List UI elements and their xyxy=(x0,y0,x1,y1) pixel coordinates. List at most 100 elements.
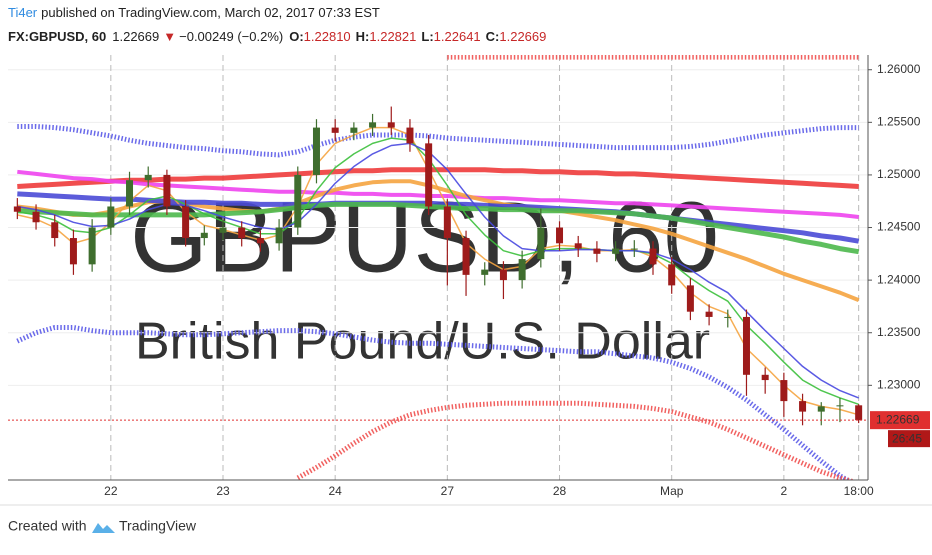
published: published on TradingView.com, March 02, … xyxy=(41,5,380,20)
candle-body xyxy=(705,311,713,317)
candle-body xyxy=(163,174,171,207)
y-tick-label: 1.25000 xyxy=(877,167,921,181)
candle-body xyxy=(369,122,377,128)
indicator-line xyxy=(17,191,860,244)
candle-body xyxy=(612,248,620,254)
candle-body xyxy=(724,316,732,318)
candle-body xyxy=(88,227,96,265)
candle-body xyxy=(238,227,246,239)
footer-logo[interactable] xyxy=(92,523,115,533)
axes: 1.26000 1.25500 1.25000 1.24500 1.24000 1.235… xyxy=(104,62,930,498)
symbol: FX:GBPUSD, 60 xyxy=(8,29,106,44)
candle-body xyxy=(144,174,152,181)
x-tick-label: 24 xyxy=(328,484,342,498)
candle-body xyxy=(294,174,302,228)
candle-body xyxy=(182,206,190,239)
indicator-line xyxy=(17,201,860,255)
candle-body xyxy=(780,380,788,402)
x-tick-label: Мар xyxy=(660,484,684,498)
candle-body xyxy=(32,211,40,223)
candle-body xyxy=(742,316,750,375)
candle-body xyxy=(686,285,694,312)
l-label: L: xyxy=(421,29,433,44)
quote-line: FX:GBPUSD, 60 1.22669 ▼ −0.00249 (−0.2%) O:1… xyxy=(8,29,546,44)
candle-body xyxy=(855,405,863,421)
candle-body xyxy=(200,232,208,239)
watermark-symbol: GBPUSD, 60 xyxy=(130,181,719,293)
last-price: 1.22669 xyxy=(112,29,159,44)
y-tick-label: 1.23500 xyxy=(877,325,921,339)
x-tick-label: 23 xyxy=(216,484,230,498)
candle-body xyxy=(537,227,545,260)
candle-body xyxy=(630,248,638,250)
author[interactable]: Ti4er xyxy=(8,5,38,20)
candle-body xyxy=(761,374,769,381)
candle-body xyxy=(219,227,227,233)
candle-body xyxy=(331,127,339,133)
watermark: GBPUSD, 60 British Pound/U.S. Dollar xyxy=(130,181,719,370)
c-value: 1.22669 xyxy=(499,29,546,44)
x-tick-label: 22 xyxy=(104,484,118,498)
price-tag xyxy=(870,411,930,430)
x-tick-label: 18:00 xyxy=(844,484,874,498)
candle-body xyxy=(443,206,451,239)
candle-body xyxy=(51,222,59,239)
candle-body xyxy=(275,227,283,244)
candle-body xyxy=(668,264,676,286)
indicator-line xyxy=(17,142,859,399)
y-tick-label: 1.24500 xyxy=(877,220,921,234)
candle-body xyxy=(593,248,601,254)
o-value: 1.22810 xyxy=(304,29,351,44)
h-label: H: xyxy=(356,29,370,44)
y-tick-label: 1.24000 xyxy=(877,272,921,286)
candle-body xyxy=(13,206,21,212)
candle-body xyxy=(425,143,433,207)
header-line: Ti4er published on TradingView.com, March… xyxy=(8,5,380,20)
c-label: C: xyxy=(486,29,500,44)
plot-area xyxy=(8,55,868,480)
y-tick-label: 1.23000 xyxy=(877,377,921,391)
l-value: 1.22641 xyxy=(434,29,481,44)
candle-body xyxy=(499,269,507,281)
candle-body xyxy=(836,405,844,407)
candle-body xyxy=(350,127,358,133)
arrow: ▼ xyxy=(163,29,176,44)
countdown-tag xyxy=(888,430,930,448)
candle-body xyxy=(312,127,320,175)
candle-body xyxy=(256,238,264,244)
candle-body xyxy=(574,243,582,249)
candle-body xyxy=(649,248,657,265)
countdown-label: 26:45 xyxy=(892,431,922,445)
candle-body xyxy=(518,259,526,281)
candle-body xyxy=(387,122,395,128)
indicator-line xyxy=(16,325,853,480)
x-tick-label: 2 xyxy=(781,484,788,498)
candle-body xyxy=(126,180,134,207)
x-tick-label: 27 xyxy=(441,484,455,498)
h-value: 1.22821 xyxy=(369,29,416,44)
candle-body xyxy=(556,227,564,244)
indicator-line xyxy=(17,169,859,219)
candle-body xyxy=(799,401,807,412)
logo-icon[interactable] xyxy=(92,523,115,533)
footer-created: Created with xyxy=(8,518,87,534)
price-tag-label: 1.22669 xyxy=(876,412,920,426)
indicator-line xyxy=(17,126,859,416)
candle-body xyxy=(462,238,470,275)
candle-body xyxy=(107,206,115,228)
watermark-description: British Pound/U.S. Dollar xyxy=(135,313,710,371)
x-tick-label: 28 xyxy=(553,484,567,498)
indicator-line xyxy=(17,167,859,189)
candle-body xyxy=(817,406,825,412)
candle-body xyxy=(69,238,77,265)
y-tick-label: 1.26000 xyxy=(877,62,921,76)
o-label: O: xyxy=(289,29,303,44)
indicator-line xyxy=(17,137,859,406)
indicator-line xyxy=(296,400,857,480)
candle-body xyxy=(406,127,414,144)
candle-body xyxy=(481,269,489,275)
y-tick-label: 1.25500 xyxy=(877,114,921,128)
change: −0.00249 (−0.2%) xyxy=(179,29,283,44)
footer-brand[interactable]: TradingView xyxy=(119,518,197,534)
